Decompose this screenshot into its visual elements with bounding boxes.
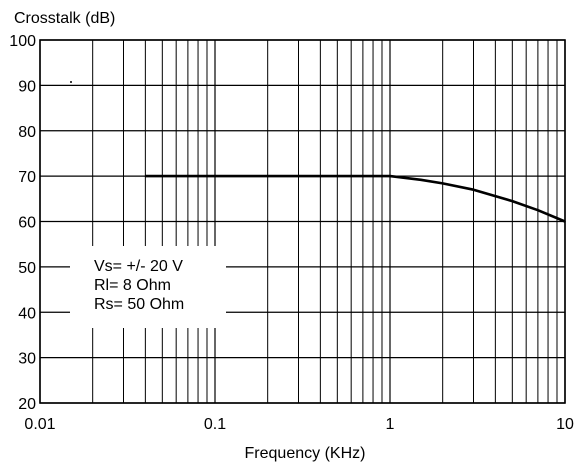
speck-mark [70,81,72,83]
data-point [336,175,339,177]
y-axis-label: Crosstalk (dB) [14,10,115,27]
data-point [420,178,422,181]
annotation-line: Vs= +/- 20 V [94,258,183,275]
annotation-background [70,246,226,328]
x-axis-label: Frequency (KHz) [245,445,366,462]
y-tick-label: 20 [18,396,36,413]
data-point [537,209,539,211]
series-layer [70,81,566,223]
data-point [564,220,566,223]
tick-labels: 20 30 40 50 60 70 80 90 100 0.01 0.1 1 10 [9,33,574,433]
y-tick-label: 70 [18,169,36,186]
x-tick-label: 0.01 [24,416,55,433]
y-tick-label: 80 [18,124,36,141]
series-line [145,174,566,223]
data-point [472,188,475,191]
x-tick-label: 10 [556,416,574,433]
annotation-line: Rl= 8 Ohm [94,277,171,294]
y-tick-label: 40 [18,305,36,322]
annotation-box: Vs= +/- 20 V Rl= 8 Ohm Rs= 50 Ohm [70,246,226,328]
data-point [144,175,147,177]
data-point [214,175,216,177]
data-point [389,175,391,177]
data-point [511,200,514,202]
grid-layer [39,39,566,404]
y-tick-label: 100 [9,33,36,50]
x-tick-label: 0.1 [204,416,226,433]
y-tick-label: 90 [18,78,36,95]
x-tick-label: 1 [386,416,395,433]
y-tick-label: 50 [18,260,36,277]
data-point [441,182,444,185]
annotation-line: Rs= 50 Ohm [94,296,184,313]
y-tick-label: 60 [18,215,36,232]
y-tick-label: 30 [18,351,36,368]
